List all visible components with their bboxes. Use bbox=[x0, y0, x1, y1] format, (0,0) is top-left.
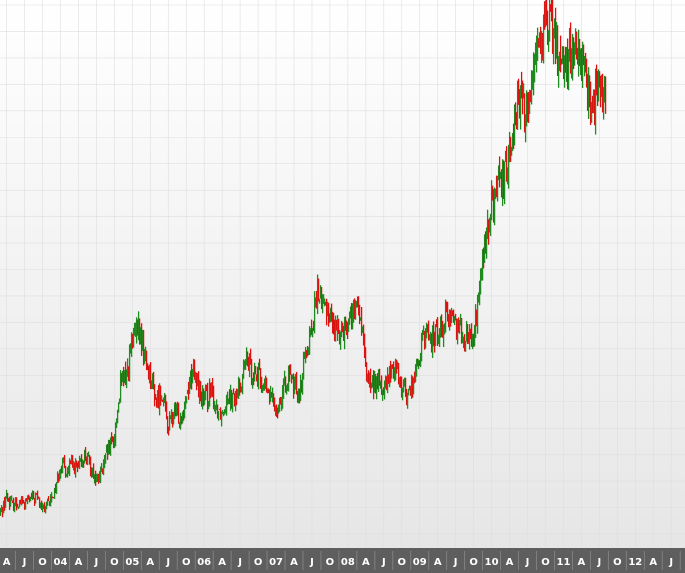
x-tick-label: J bbox=[309, 557, 314, 568]
x-tick-label: A bbox=[362, 557, 370, 568]
x-tick-label: O bbox=[541, 557, 550, 568]
x-tick-label: J bbox=[525, 557, 530, 568]
x-tick-label: J bbox=[381, 557, 386, 568]
x-tick-label: O bbox=[110, 557, 119, 568]
x-tick-label: A bbox=[649, 557, 657, 568]
x-tick-label: 06 bbox=[197, 557, 211, 568]
x-tick-label: J bbox=[668, 557, 673, 568]
x-tick-label: A bbox=[3, 557, 11, 568]
x-tick-label: A bbox=[290, 557, 298, 568]
x-axis-bar bbox=[0, 548, 685, 573]
x-tick-label: O bbox=[613, 557, 622, 568]
candlestick-series bbox=[0, 0, 607, 518]
x-tick-label: 05 bbox=[125, 557, 139, 568]
x-tick-label: J bbox=[453, 557, 458, 568]
x-tick-label: A bbox=[434, 557, 442, 568]
x-tick-label: 09 bbox=[413, 557, 427, 568]
x-tick-label: J bbox=[597, 557, 602, 568]
x-tick-label: O bbox=[182, 557, 191, 568]
x-tick-label: A bbox=[578, 557, 586, 568]
x-tick-label: J bbox=[165, 557, 170, 568]
x-tick-label: J bbox=[94, 557, 99, 568]
x-tick-label: O bbox=[469, 557, 478, 568]
x-axis-ticks: A J O 04 A J O 05 A J O 06 A J O 07 A J O 08 A J O 09 A J O 10 A J O 11… bbox=[3, 551, 681, 570]
x-tick-label: J bbox=[237, 557, 242, 568]
x-tick-label: O bbox=[326, 557, 335, 568]
x-tick-label: O bbox=[38, 557, 47, 568]
x-tick-label: J bbox=[22, 557, 27, 568]
x-tick-label: A bbox=[506, 557, 514, 568]
x-tick-label: A bbox=[146, 557, 154, 568]
x-tick-label: 12 bbox=[628, 557, 642, 568]
x-tick-label: 10 bbox=[485, 557, 499, 568]
x-tick-label: 11 bbox=[556, 557, 570, 568]
x-tick-label: 04 bbox=[54, 557, 68, 568]
x-tick-label: O bbox=[398, 557, 407, 568]
x-tick-label: A bbox=[218, 557, 226, 568]
x-tick-label: 07 bbox=[269, 557, 283, 568]
x-tick-label: A bbox=[75, 557, 83, 568]
x-tick-label: 08 bbox=[341, 557, 355, 568]
x-tick-label: O bbox=[254, 557, 263, 568]
